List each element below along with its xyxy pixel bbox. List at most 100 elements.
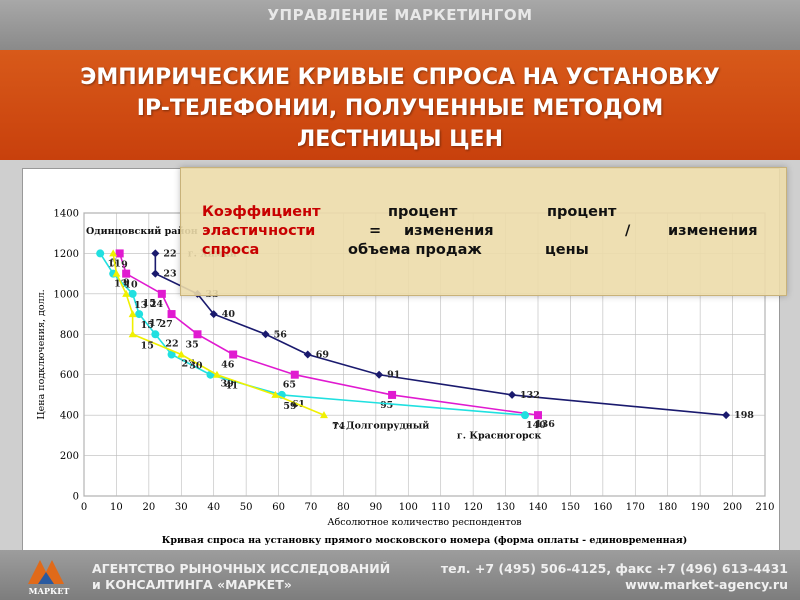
- agency-contacts: тел. +7 (495) 506-4125, факс +7 (496) 61…: [441, 561, 788, 593]
- x-tick-label: 160: [593, 502, 612, 513]
- series-3-data-label: 9: [123, 278, 130, 289]
- formula-word-coefficient: Коэффициент: [202, 204, 321, 220]
- agency-name-line-1: АГЕНТСТВО РЫНОЧНЫХ ИССЛЕДОВАНИЙ: [92, 561, 391, 576]
- chart-title: Кривая спроса на установку прямого моско…: [162, 535, 688, 546]
- logo-inner-shape: [38, 572, 54, 584]
- series-1-data-label: 56: [274, 329, 288, 340]
- series-3-point: [128, 289, 137, 298]
- series-1-point: [508, 390, 517, 399]
- series-2-point: [388, 390, 397, 399]
- formula-word-change-1: изменения: [404, 223, 494, 239]
- series-1-data-label: 132: [520, 390, 540, 401]
- formula-word-percent-1: процент: [388, 204, 458, 220]
- formula-word-percent-2: процент: [547, 204, 617, 220]
- contact-phone: тел. +7 (495) 506-4125, факс +7 (496) 61…: [440, 561, 788, 576]
- x-tick-label: 110: [431, 502, 450, 513]
- x-tick-label: 70: [305, 502, 318, 513]
- y-tick-label: 600: [60, 370, 79, 381]
- x-tick-label: 60: [272, 502, 285, 513]
- series-1-point: [303, 350, 312, 359]
- series-1-point: [375, 370, 384, 379]
- region-annotation: г. Красногорск: [457, 430, 542, 441]
- series-2-data-label: 65: [283, 380, 296, 391]
- series-2-point: [122, 269, 131, 278]
- x-tick-label: 80: [337, 502, 350, 513]
- series-3-point: [151, 330, 160, 339]
- series-4-data-label: 15: [141, 320, 154, 331]
- series-4-point: [112, 269, 121, 277]
- x-tick-label: 40: [207, 502, 220, 513]
- x-tick-label: 130: [496, 502, 515, 513]
- elasticity-formula-callout: Коэффициент процент процент эластичности…: [180, 167, 787, 296]
- series-4-point: [122, 289, 131, 297]
- region-annotation: г. Долгопрудный: [334, 420, 430, 431]
- header-title: УПРАВЛЕНИЕ МАРКЕТИНГОМ: [267, 6, 533, 24]
- series-3-point: [135, 310, 144, 319]
- series-1-data-label: 69: [316, 350, 330, 361]
- series-3-data-label: 22: [165, 338, 178, 349]
- series-1-point: [722, 411, 731, 420]
- series-3-data-label: 5: [110, 257, 117, 268]
- slide-title-line-2: IP-ТЕЛЕФОНИИ, ПОЛУЧЕННЫЕ МЕТОДОМ: [136, 96, 664, 121]
- x-tick-label: 190: [691, 502, 710, 513]
- x-tick-label: 180: [658, 502, 677, 513]
- series-4-data-label: 15: [141, 340, 154, 351]
- formula-word-sales-volume: объема продаж: [348, 242, 482, 258]
- series-3-data-label: 39: [220, 379, 234, 390]
- series-4-data-label: 41: [225, 381, 238, 392]
- logo-text: МАРКЕТ: [29, 586, 70, 596]
- x-tick-label: 10: [110, 502, 123, 513]
- formula-word-change-2: изменения: [668, 223, 758, 239]
- footer-bar: [0, 550, 800, 600]
- x-tick-label: 50: [240, 502, 253, 513]
- contact-website: www.market-agency.ru: [625, 577, 788, 592]
- series-2-point: [229, 350, 238, 359]
- series-4-data-label: 13: [134, 300, 147, 311]
- x-tick-label: 170: [626, 502, 645, 513]
- series-2-data-label: 27: [160, 319, 173, 330]
- series-4-point: [212, 370, 221, 378]
- y-tick-label: 400: [60, 411, 79, 422]
- series-2-point: [534, 411, 542, 420]
- region-annotation: Одинцовский район: [86, 226, 198, 237]
- market-logo-icon: МАРКЕТ: [28, 560, 70, 596]
- y-tick-label: 800: [60, 330, 79, 341]
- series-2-point: [115, 249, 124, 258]
- series-4-data-label: 9: [121, 259, 128, 270]
- title-band: ЭМПИРИЧЕСКИЕ КРИВЫЕ СПРОСА НА УСТАНОВКУ …: [0, 50, 800, 160]
- x-tick-label: 210: [755, 502, 774, 513]
- formula-slash: /: [625, 223, 631, 239]
- series-1-data-label: 198: [734, 410, 754, 421]
- series-2-point: [290, 370, 299, 379]
- series-3-data-label: 27: [182, 359, 195, 370]
- series-2-data-label: 95: [380, 400, 393, 411]
- x-tick-label: 30: [175, 502, 188, 513]
- series-4-point: [319, 411, 328, 419]
- slide-title: ЭМПИРИЧЕСКИЕ КРИВЫЕ СПРОСА НА УСТАНОВКУ …: [20, 62, 780, 155]
- series-1-point: [261, 330, 270, 339]
- series-1-point: [151, 269, 160, 278]
- series-4-data-label: 59: [283, 401, 297, 412]
- series-2-point: [167, 310, 176, 319]
- series-3-data-label: 136: [535, 419, 555, 430]
- x-tick-label: 200: [723, 502, 742, 513]
- x-tick-label: 20: [142, 502, 155, 513]
- x-tick-label: 90: [369, 502, 382, 513]
- formula-word-price: цены: [545, 242, 589, 258]
- series-1-data-label: 40: [222, 309, 236, 320]
- x-tick-label: 150: [561, 502, 580, 513]
- y-tick-label: 200: [60, 451, 79, 462]
- series-2-point: [157, 289, 166, 298]
- series-2-point: [193, 330, 202, 339]
- formula-equals: =: [369, 223, 382, 239]
- x-axis-label: Абсолютное количество респондентов: [327, 517, 521, 528]
- series-2-data-label: 46: [221, 360, 235, 371]
- series-4-data-label: 74: [332, 421, 346, 432]
- series-4-point: [177, 350, 186, 358]
- slide-title-line-1: ЭМПИРИЧЕСКИЕ КРИВЫЕ СПРОСА НА УСТАНОВКУ: [80, 65, 720, 90]
- series-1-data-label: 23: [163, 269, 176, 280]
- series-2-data-label: 24: [150, 299, 164, 310]
- y-tick-label: 1400: [54, 209, 79, 220]
- series-1-point: [209, 310, 218, 319]
- series-4-point: [109, 249, 118, 257]
